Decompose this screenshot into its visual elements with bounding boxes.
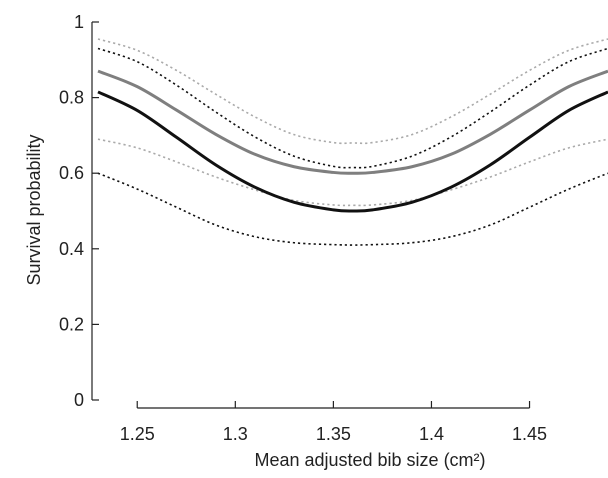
x-axis-title: Mean adjusted bib size (cm²) (254, 450, 485, 470)
x-tick-label: 1.3 (223, 424, 248, 444)
x-tick-label: 1.45 (512, 424, 547, 444)
y-tick-label: 0.4 (59, 239, 84, 259)
x-ticks: 1.25 1.3 1.35 1.4 1.45 (120, 401, 547, 444)
black-estimate-line (97, 90, 608, 213)
y-tick-label: 0 (74, 390, 84, 410)
grey-estimate-line (97, 69, 608, 175)
black-lower-ci-line (97, 172, 608, 246)
grey-lower-ci-line (97, 138, 608, 207)
axes: 0 0.2 0.4 0.6 0.8 1 1.25 1.3 1.35 1.4 1.45 (59, 12, 547, 444)
y-ticks: 0 0.2 0.4 0.6 0.8 1 (59, 12, 99, 410)
series-lines (97, 38, 608, 246)
x-tick-label: 1.25 (120, 424, 155, 444)
grey-upper-ci-line (97, 38, 608, 145)
x-tick-label: 1.35 (316, 424, 351, 444)
y-axis-title: Survival probability (24, 134, 44, 285)
black-upper-ci-line (97, 47, 608, 169)
x-tick-label: 1.4 (419, 424, 444, 444)
y-tick-label: 0.6 (59, 163, 84, 183)
y-tick-label: 0.8 (59, 88, 84, 108)
y-tick-label: 1 (74, 12, 84, 32)
y-tick-label: 0.2 (59, 314, 84, 334)
